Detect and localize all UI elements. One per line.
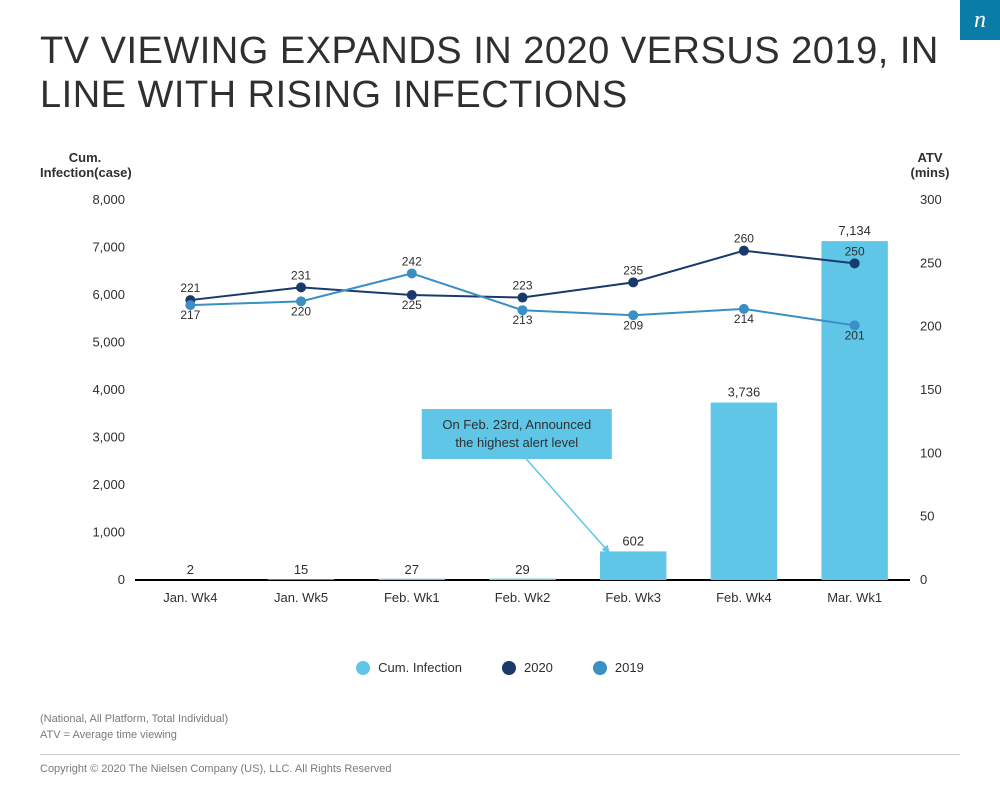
point-label-2019: 220 [291, 304, 311, 318]
annotation-text: On Feb. 23rd, Announced [442, 417, 591, 432]
brand-logo: n [960, 0, 1000, 40]
annotation-arrow [526, 459, 610, 553]
point-label-2019: 201 [845, 328, 865, 342]
infection-bar [711, 403, 777, 580]
combo-chart: 0 1,000 2,000 3,000 4,000 5,000 6,000 7,000 8,00… [40, 180, 960, 670]
point-label-2020: 250 [845, 244, 865, 258]
footnotes-block: (National, All Platform, Total Individua… [40, 711, 960, 778]
legend-label: Cum. Infection [378, 660, 462, 675]
bar-value-label: 602 [622, 533, 644, 548]
series-point [407, 268, 417, 278]
y-right-tick: 100 [920, 445, 942, 460]
chart-legend: Cum. Infection 2020 2019 [40, 660, 960, 675]
series-point [518, 293, 528, 303]
legend-swatch-bar-icon [356, 661, 370, 675]
x-tick: Jan. Wk5 [274, 590, 328, 605]
point-label-2019: 217 [180, 308, 200, 322]
legend-item-2020: 2020 [502, 660, 553, 675]
infection-bar [379, 579, 445, 580]
footnote-line: ATV = Average time viewing [40, 727, 960, 744]
y-right-tick: 0 [920, 572, 927, 587]
x-tick: Feb. Wk3 [605, 590, 661, 605]
y-left-tick: 3,000 [92, 430, 125, 445]
y-left-tick: 7,000 [92, 240, 125, 255]
series-point [628, 277, 638, 287]
x-tick: Feb. Wk1 [384, 590, 440, 605]
y-right-tick: 300 [920, 192, 942, 207]
y-right-tick: 150 [920, 382, 942, 397]
bar-value-label: 29 [515, 562, 529, 577]
infection-bar [489, 579, 555, 580]
bar-value-label: 3,736 [728, 385, 761, 400]
point-label-2020: 223 [512, 279, 532, 293]
infection-bar [821, 241, 887, 580]
series-point [296, 282, 306, 292]
y-right-tick: 250 [920, 255, 942, 270]
series-point [739, 246, 749, 256]
legend-item-2019: 2019 [593, 660, 644, 675]
bar-value-label: 27 [405, 562, 419, 577]
infection-bar [600, 551, 666, 580]
chart-container: Cum. Infection(case) ATV (mins) 0 1,000 2,… [40, 150, 960, 670]
series-point [850, 258, 860, 268]
x-tick: Jan. Wk4 [163, 590, 217, 605]
copyright-text: Copyright © 2020 The Nielsen Company (US… [40, 761, 960, 778]
y-right-tick: 50 [920, 509, 934, 524]
point-label-2019: 214 [734, 312, 754, 326]
legend-label: 2019 [615, 660, 644, 675]
legend-swatch-2020-icon [502, 661, 516, 675]
y-right-axis-label: ATV (mins) [900, 150, 960, 180]
bar-value-label: 7,134 [838, 223, 871, 238]
x-tick: Feb. Wk2 [495, 590, 551, 605]
y-left-tick: 8,000 [92, 192, 125, 207]
y-left-axis-label: Cum. Infection(case) [40, 150, 130, 180]
infection-bar [268, 579, 334, 580]
y-left-tick: 0 [118, 572, 125, 587]
x-tick: Mar. Wk1 [827, 590, 882, 605]
footer-divider [40, 754, 960, 755]
legend-swatch-2019-icon [593, 661, 607, 675]
point-label-2020: 221 [180, 281, 200, 295]
point-label-2019: 213 [512, 313, 532, 327]
chart-title: TV VIEWING EXPANDS IN 2020 VERSUS 2019, … [0, 0, 1000, 127]
y-left-tick: 4,000 [92, 382, 125, 397]
bar-value-label: 15 [294, 562, 308, 577]
point-label-2019: 209 [623, 318, 643, 332]
point-label-2020: 231 [291, 268, 311, 282]
y-left-tick: 1,000 [92, 525, 125, 540]
point-label-2019: 242 [402, 254, 422, 268]
y-left-tick: 6,000 [92, 287, 125, 302]
bar-value-label: 2 [187, 562, 194, 577]
legend-item-bars: Cum. Infection [356, 660, 462, 675]
legend-label: 2020 [524, 660, 553, 675]
point-label-2020: 260 [734, 232, 754, 246]
footnote-line: (National, All Platform, Total Individua… [40, 711, 960, 728]
x-tick: Feb. Wk4 [716, 590, 772, 605]
y-left-tick: 2,000 [92, 477, 125, 492]
y-right-tick: 200 [920, 319, 942, 334]
y-left-tick: 5,000 [92, 335, 125, 350]
point-label-2020: 235 [623, 263, 643, 277]
point-label-2020: 225 [402, 298, 422, 312]
annotation-text: the highest alert level [455, 435, 578, 450]
